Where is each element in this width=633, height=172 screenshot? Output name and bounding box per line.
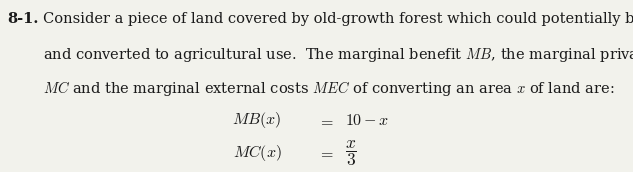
Text: Consider a piece of land covered by old-growth forest which could potentially be: Consider a piece of land covered by old-… [43,12,633,26]
Text: $MB(x)$: $MB(x)$ [232,110,282,130]
Text: $10-x$: $10-x$ [345,112,389,129]
Text: $=$: $=$ [318,112,334,129]
Text: 8-1.: 8-1. [8,12,39,26]
Text: and converted to agricultural use.  The marginal benefit $MB$, the marginal priv: and converted to agricultural use. The m… [43,46,633,64]
Text: $MC$ and the marginal external costs $MEC$ of converting an area $x$ of land are: $MC$ and the marginal external costs $ME… [43,79,615,98]
Text: $MC(x)$: $MC(x)$ [233,143,282,163]
Text: $\dfrac{x}{3}$: $\dfrac{x}{3}$ [345,138,357,168]
Text: $=$: $=$ [318,145,334,162]
